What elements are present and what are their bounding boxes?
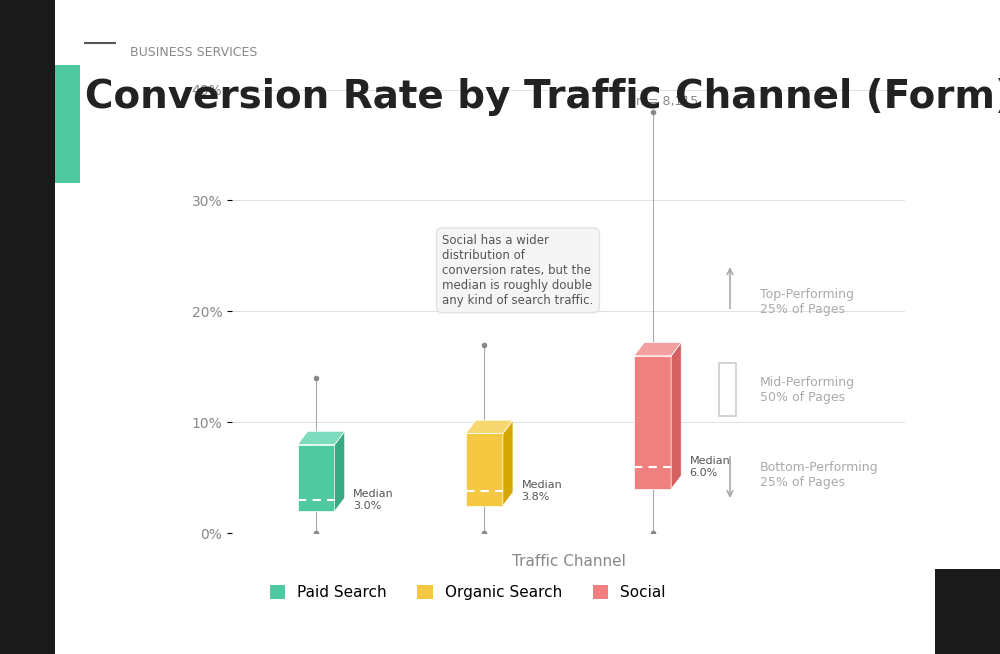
Text: Bottom-Performing
25% of Pages: Bottom-Performing 25% of Pages bbox=[760, 461, 879, 489]
Polygon shape bbox=[634, 343, 681, 356]
Text: Social has a wider
distribution of
conversion rates, but the
median is roughly d: Social has a wider distribution of conve… bbox=[442, 233, 594, 307]
Polygon shape bbox=[335, 431, 345, 511]
Polygon shape bbox=[466, 434, 503, 506]
Text: Median
3.0%: Median 3.0% bbox=[353, 489, 394, 511]
Text: BUSINESS SERVICES: BUSINESS SERVICES bbox=[130, 46, 257, 59]
Polygon shape bbox=[298, 431, 345, 445]
Text: Top-Performing
25% of Pages: Top-Performing 25% of Pages bbox=[760, 288, 854, 316]
Text: Median
3.8%: Median 3.8% bbox=[521, 481, 562, 502]
Polygon shape bbox=[466, 420, 513, 434]
X-axis label: Traffic Channel: Traffic Channel bbox=[512, 554, 625, 569]
Polygon shape bbox=[503, 420, 513, 506]
Polygon shape bbox=[634, 356, 671, 489]
Polygon shape bbox=[298, 445, 335, 511]
Text: Mid-Performing
50% of Pages: Mid-Performing 50% of Pages bbox=[760, 376, 855, 404]
Legend: Paid Search, Organic Search, Social: Paid Search, Organic Search, Social bbox=[270, 585, 666, 600]
Polygon shape bbox=[671, 343, 681, 489]
Text: Conversion Rate by Traffic Channel (Form): Conversion Rate by Traffic Channel (Form… bbox=[85, 78, 1000, 116]
Text: n = 8,115: n = 8,115 bbox=[636, 95, 698, 108]
Text: Median
6.0%: Median 6.0% bbox=[690, 456, 730, 477]
